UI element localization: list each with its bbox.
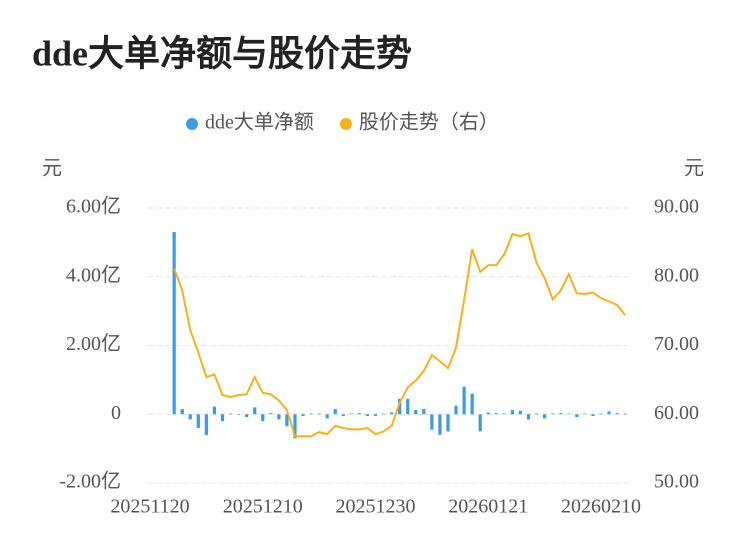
- x-tick-label: 20251210: [223, 496, 303, 518]
- bar: [526, 414, 531, 420]
- bar: [446, 414, 450, 432]
- bar: [277, 414, 281, 420]
- bar: [607, 411, 611, 415]
- x-tick-label: 20251230: [336, 496, 416, 518]
- legend-label: 股价走势（右）: [359, 111, 499, 134]
- legend-marker: [339, 118, 352, 130]
- bar: [551, 413, 555, 415]
- y-tick-label: -2.00亿: [59, 470, 121, 493]
- bar: [494, 413, 498, 415]
- bar: [591, 414, 595, 416]
- bar: [599, 413, 603, 415]
- legend-label: dde大单净额: [205, 111, 314, 134]
- bar: [567, 413, 571, 415]
- bar: [317, 413, 321, 415]
- chart-title: dde大单净额与股价走势: [32, 33, 412, 73]
- x-tick-label: 20251120: [110, 496, 189, 518]
- legend-marker: [186, 118, 198, 130]
- bar: [583, 413, 587, 415]
- y2-tick-label: 60.00: [654, 402, 699, 424]
- y-tick-label: 6.00亿: [66, 195, 121, 218]
- bar: [398, 398, 402, 415]
- bar: [615, 413, 619, 415]
- bar: [559, 413, 563, 415]
- bar: [188, 414, 192, 420]
- bar: [212, 406, 217, 415]
- y-tick-label: 0: [111, 402, 121, 424]
- bar: [333, 409, 337, 415]
- bar: [325, 414, 329, 419]
- bar: [470, 393, 474, 415]
- bar: [575, 414, 579, 417]
- y2-tick-label: 50.00: [654, 471, 699, 493]
- bar: [438, 414, 442, 435]
- bar: [390, 412, 394, 415]
- bar: [285, 414, 289, 427]
- bar: [422, 409, 426, 415]
- x-tick-label: 20260121: [448, 496, 528, 518]
- bar: [196, 414, 200, 428]
- bar: [220, 414, 225, 422]
- bar: [430, 414, 434, 430]
- bar: [180, 409, 184, 415]
- bar: [486, 412, 490, 415]
- bar: [301, 414, 305, 416]
- bar: [309, 413, 313, 415]
- bar: [341, 414, 345, 416]
- bar: [543, 414, 547, 419]
- y-axis-label: 元: [42, 158, 62, 180]
- bar: [478, 414, 482, 432]
- y2-tick-label: 70.00: [654, 333, 699, 355]
- bar: [269, 413, 273, 415]
- bar: [245, 414, 249, 417]
- bar: [349, 413, 353, 415]
- bar: [510, 410, 515, 415]
- bar: [357, 413, 361, 415]
- price-line: [173, 232, 626, 438]
- bar: [462, 386, 466, 415]
- y-tick-label: 2.00亿: [66, 332, 121, 355]
- bar: [518, 410, 523, 415]
- bar: [414, 410, 418, 415]
- bar: [623, 413, 627, 415]
- bar: [293, 414, 297, 439]
- y2-tick-label: 90.00: [654, 196, 699, 218]
- bar: [454, 405, 458, 415]
- bar: [204, 414, 208, 435]
- bar: [534, 413, 539, 415]
- y2-axis-label: 元: [684, 158, 704, 180]
- bar: [502, 413, 506, 415]
- y-tick-label: 4.00亿: [66, 263, 121, 286]
- x-tick-label: 20260210: [561, 496, 641, 518]
- bar: [365, 414, 370, 416]
- bar: [261, 414, 265, 422]
- bar: [373, 414, 378, 416]
- bar: [406, 398, 410, 415]
- y2-tick-label: 80.00: [654, 264, 699, 286]
- bar: [381, 413, 386, 415]
- bar: [172, 232, 176, 415]
- bar: [236, 414, 241, 415]
- bar: [228, 413, 233, 415]
- bar: [253, 407, 257, 415]
